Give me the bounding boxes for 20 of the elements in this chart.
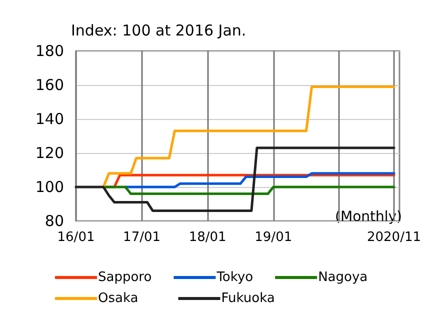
y-tick-label: 120 bbox=[35, 144, 64, 162]
legend-label: Fukuoka bbox=[221, 291, 275, 306]
y-tick-label: 160 bbox=[35, 76, 64, 94]
annotation: (Monthly) bbox=[335, 209, 402, 225]
y-tick-label: 140 bbox=[35, 110, 64, 128]
legend-label: Tokyo bbox=[216, 270, 254, 285]
legend-label: Osaka bbox=[98, 291, 138, 306]
line-series bbox=[102, 85, 396, 188]
x-tick-label: 19/01 bbox=[254, 230, 292, 245]
legend-label: Nagoya bbox=[318, 270, 368, 285]
x-tick-label: 17/01 bbox=[123, 230, 161, 245]
chart-title: Index: 100 at 2016 Jan. bbox=[71, 22, 246, 40]
y-tick-label: 100 bbox=[35, 178, 64, 196]
line-series bbox=[124, 172, 396, 188]
x-tick-label: 16/01 bbox=[57, 230, 95, 245]
y-tick-label: 80 bbox=[44, 212, 64, 230]
y-tick-label: 180 bbox=[35, 42, 64, 60]
legend-label: Sapporo bbox=[98, 270, 152, 285]
x-tick-label: 2020/11 bbox=[366, 230, 422, 245]
x-tick-label: 18/01 bbox=[188, 230, 226, 245]
